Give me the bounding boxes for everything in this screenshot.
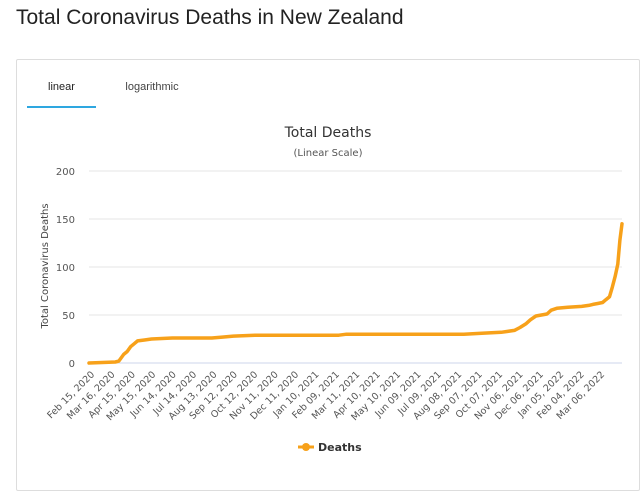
page-title: Total Coronavirus Deaths in New Zealand [16,6,404,29]
y-tick-label: 200 [56,167,75,178]
tab-logarithmic[interactable]: logarithmic [125,81,179,93]
series-line-deaths [87,222,624,365]
y-tick-labels: 0 50 100 150 200 [56,167,75,370]
deaths-chart: Total Deaths (Linear Scale) Total Corona… [40,125,624,454]
grid-lines [89,170,622,364]
y-axis-label: Total Coronavirus Deaths [40,203,51,329]
series-layer [87,222,624,365]
legend[interactable]: Deaths [298,441,362,454]
legend-item-deaths[interactable]: Deaths [318,441,362,454]
y-tick-label: 0 [69,359,75,370]
chart-subtitle: (Linear Scale) [294,148,363,159]
y-tick-label: 150 [56,215,75,226]
tab-linear[interactable]: linear [27,76,96,108]
y-tick-label: 100 [56,263,75,274]
chart-panel: linear logarithmic Total Deaths (Linear … [16,59,640,491]
legend-marker-dot [302,443,310,451]
y-tick-label: 50 [62,311,75,322]
chart-title: Total Deaths [284,125,372,141]
